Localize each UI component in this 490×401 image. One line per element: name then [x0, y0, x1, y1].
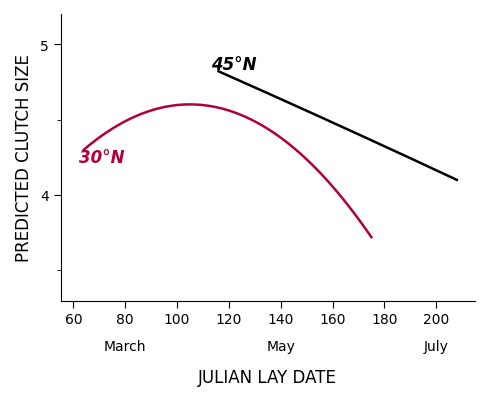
Text: March: March [104, 340, 147, 354]
X-axis label: JULIAN LAY DATE: JULIAN LAY DATE [198, 368, 337, 386]
Text: 45°N: 45°N [211, 56, 256, 73]
Y-axis label: PREDICTED CLUTCH SIZE: PREDICTED CLUTCH SIZE [15, 54, 33, 261]
Text: May: May [266, 340, 295, 354]
Text: 30°N: 30°N [78, 149, 124, 167]
Text: July: July [424, 340, 448, 354]
